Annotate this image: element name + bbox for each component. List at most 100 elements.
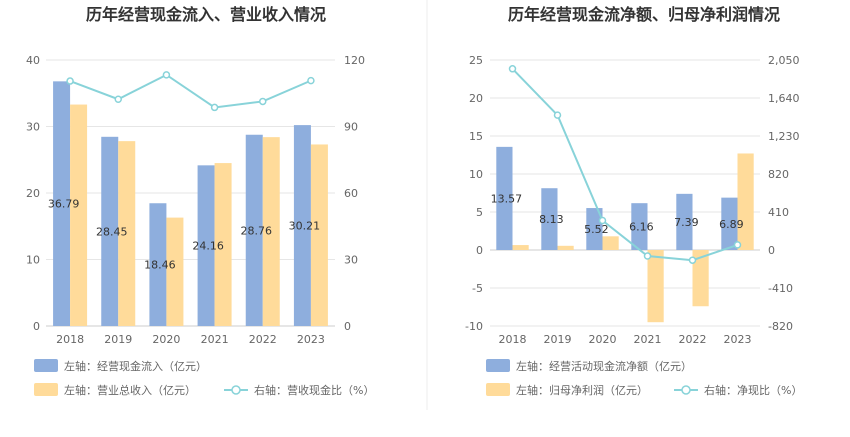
right-tick-label: 0 [344, 320, 351, 333]
bar-secondary-2023 [310, 144, 328, 326]
right-tick-label: 90 [344, 121, 358, 134]
right-tick-label: 60 [344, 187, 358, 200]
bar-secondary-2022 [262, 137, 280, 326]
bar-secondary-2022 [692, 250, 709, 307]
bar-secondary-2018 [70, 104, 88, 327]
x-tick-label: 2022 [249, 333, 277, 346]
bar-secondary-2021 [214, 163, 232, 326]
chart-title: 历年经营现金流入、营业收入情况 [86, 5, 326, 24]
legend-label: 左轴：经营活动现金流净额（亿元） [516, 359, 692, 373]
line-point-2021 [643, 252, 652, 260]
legend-label: 右轴：净现比（%） [704, 383, 802, 397]
bar-secondary-2019 [557, 245, 574, 250]
right-tick-label: 0 [768, 244, 775, 257]
right-tick-label: 2,050 [768, 54, 800, 67]
bar-primary-2019 [101, 136, 119, 326]
bar-secondary-2020 [166, 217, 184, 326]
x-tick-label: 2018 [56, 333, 84, 346]
legend-swatch [34, 383, 58, 396]
legend-swatch [34, 359, 58, 372]
x-tick-label: 2022 [679, 333, 707, 346]
data-label: 5.52 [584, 223, 609, 236]
legend-label: 左轴：营业总收入（亿元） [64, 383, 196, 397]
right-tick-label: -410 [768, 282, 793, 295]
line-point-2022 [688, 256, 697, 264]
bar-secondary-2018 [512, 245, 529, 250]
bar-primary-2019 [541, 188, 558, 250]
bar-secondary-2019 [118, 141, 136, 326]
line-point-2018 [66, 77, 74, 85]
data-label: 36.79 [48, 198, 80, 211]
data-label: 6.89 [719, 218, 744, 231]
legend-swatch-point [681, 385, 691, 395]
right-tick-label: 820 [768, 168, 789, 181]
line-point-2020 [598, 216, 607, 225]
left-tick-label: -10 [465, 320, 483, 333]
x-tick-label: 2019 [544, 333, 572, 346]
legend-swatch [486, 383, 510, 396]
line-point-2022 [259, 97, 267, 106]
chart-1: 历年经营现金流入、营业收入情况 0 10 20 30 40 0 30 60 90 120 2018 20… [26, 5, 374, 397]
x-tick-label: 2020 [152, 333, 180, 346]
left-tick-label: 0 [33, 320, 40, 333]
line-point-2018 [508, 65, 517, 73]
bar-primary-2021 [631, 203, 648, 250]
bar-primary-2023 [293, 125, 311, 326]
legend-label: 左轴：经营现金流入（亿元） [64, 359, 207, 373]
bar-secondary-2020 [602, 236, 619, 250]
line-point-2021 [210, 103, 219, 112]
data-label: 13.57 [491, 192, 523, 205]
x-tick-label: 2021 [634, 333, 662, 346]
legend-swatch [486, 359, 510, 372]
chart-2: 历年经营现金流净额、归母净利润情况 -10 -5 0 5 10 15 20 25 -820 -410… [465, 5, 802, 397]
x-tick-label: 2018 [499, 333, 527, 346]
right-tick-label: 30 [344, 254, 358, 267]
left-tick-label: 25 [469, 54, 483, 67]
left-tick-label: 5 [476, 206, 483, 219]
line-point-2019 [553, 111, 562, 119]
bar-primary-2023 [721, 197, 738, 250]
x-tick-label: 2023 [297, 333, 325, 346]
left-tick-label: -5 [472, 282, 483, 295]
bar-primary-2022 [676, 193, 693, 250]
bar-primary-2021 [197, 165, 215, 326]
left-tick-label: 10 [469, 168, 483, 181]
legend-swatch-point [231, 385, 241, 395]
right-tick-label: -820 [768, 320, 793, 333]
x-tick-label: 2023 [724, 333, 752, 346]
left-tick-label: 30 [26, 121, 40, 134]
line-point-2023 [307, 76, 315, 85]
series-line [69, 73, 312, 109]
x-tick-label: 2020 [589, 333, 617, 346]
bar-primary-2020 [586, 208, 603, 250]
right-tick-label: 1,230 [768, 130, 800, 143]
line-point-2020 [162, 71, 171, 79]
x-tick-label: 2019 [104, 333, 132, 346]
data-label: 7.39 [674, 216, 699, 229]
data-label: 24.16 [192, 240, 224, 253]
data-label: 8.13 [539, 213, 564, 226]
bar-secondary-2021 [647, 250, 664, 323]
bar-primary-2022 [245, 134, 263, 326]
right-tick-label: 120 [344, 54, 365, 67]
right-tick-label: 410 [768, 206, 789, 219]
legend-label: 左轴：归母净利润（亿元） [516, 383, 648, 397]
chart-title: 历年经营现金流净额、归母净利润情况 [508, 5, 780, 24]
x-tick-label: 2021 [201, 333, 229, 346]
data-label: 6.16 [629, 221, 654, 234]
series-line [511, 68, 738, 262]
data-label: 28.45 [96, 225, 128, 238]
bar-primary-2018 [496, 146, 513, 250]
left-tick-label: 20 [469, 92, 483, 105]
left-tick-label: 0 [476, 244, 483, 257]
left-tick-label: 15 [469, 130, 483, 143]
left-tick-label: 10 [26, 254, 40, 267]
left-tick-label: 40 [26, 54, 40, 67]
legend-label: 右轴：营收现金比（%） [254, 383, 374, 397]
bar-primary-2020 [149, 203, 167, 326]
data-label: 18.46 [144, 259, 176, 272]
left-tick-label: 20 [26, 187, 40, 200]
right-tick-label: 1,640 [768, 92, 800, 105]
line-point-2023 [733, 241, 742, 249]
